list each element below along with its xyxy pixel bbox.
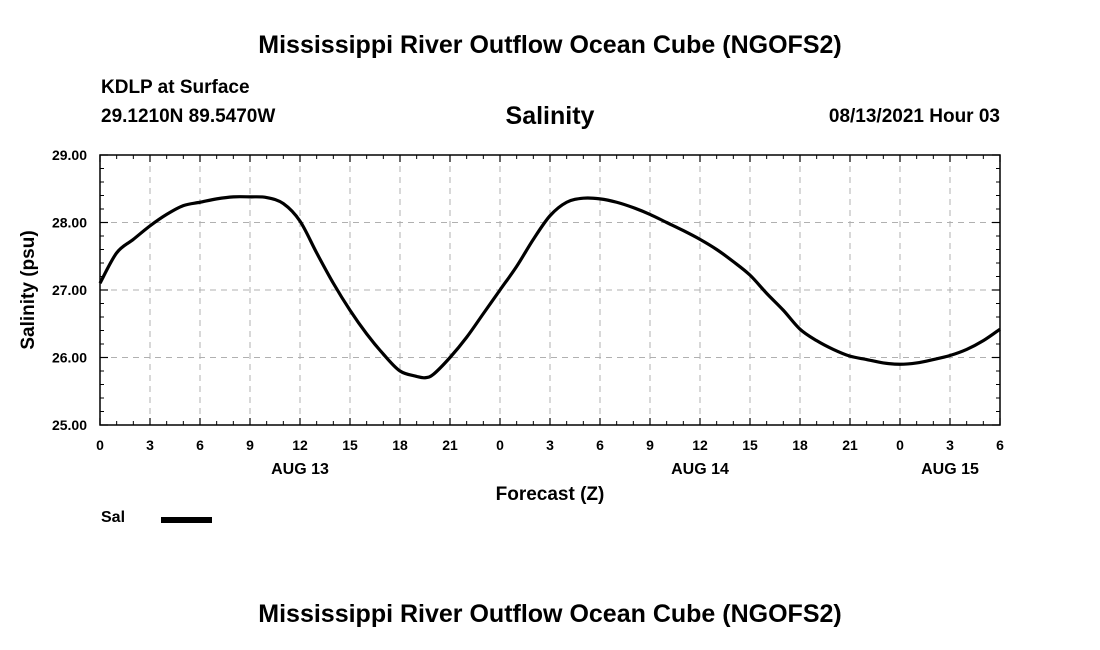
legend-swatch (161, 517, 212, 523)
forecast-datetime: 08/13/2021 Hour 03 (828, 106, 1000, 127)
x-tick-label: 15 (342, 437, 358, 453)
y-tick-label: 28.00 (52, 215, 87, 231)
x-tick-label: 18 (392, 437, 408, 453)
date-label: AUG 15 (921, 461, 979, 478)
x-tick-label: 3 (946, 437, 954, 453)
legend-label: Sal (101, 509, 126, 526)
salinity-series-line (98, 195, 1001, 380)
date-label: AUG 14 (671, 461, 729, 478)
y-tick-labels: 25.00 26.00 27.00 28.00 29.00 (52, 147, 87, 433)
date-labels: AUG 13 AUG 14 AUG 15 (271, 461, 979, 478)
x-tick-label: 21 (842, 437, 858, 453)
y-tick-label: 27.00 (52, 282, 87, 298)
x-tick-label: 6 (596, 437, 604, 453)
x-axis-label: Forecast (Z) (496, 484, 605, 505)
x-tick-label: 6 (196, 437, 204, 453)
date-label: AUG 13 (271, 461, 329, 478)
station-coords: 29.1210N 89.5470W (101, 106, 276, 127)
x-tick-label: 21 (442, 437, 458, 453)
x-tick-label: 12 (292, 437, 308, 453)
x-tick-label: 0 (896, 437, 904, 453)
chart-title-top: Mississippi River Outflow Ocean Cube (NG… (258, 31, 842, 59)
x-tick-label: 3 (146, 437, 154, 453)
y-axis-label: Salinity (psu) (18, 230, 39, 349)
x-tick-label: 6 (996, 437, 1004, 453)
y-tick-label: 26.00 (52, 350, 87, 366)
grid-lines (100, 155, 1000, 425)
x-tick-label: 0 (96, 437, 104, 453)
x-tick-label: 9 (646, 437, 654, 453)
chart-title-bottom: Mississippi River Outflow Ocean Cube (NG… (258, 600, 842, 628)
axis-ticks (99, 154, 1001, 426)
y-tick-label: 29.00 (52, 147, 87, 163)
x-tick-label: 3 (546, 437, 554, 453)
station-label: KDLP at Surface (101, 77, 250, 98)
x-tick-label: 12 (692, 437, 708, 453)
x-tick-label: 0 (496, 437, 504, 453)
x-tick-label: 9 (246, 437, 254, 453)
y-tick-label: 25.00 (52, 417, 87, 433)
variable-title: Salinity (505, 102, 595, 130)
x-tick-label: 18 (792, 437, 808, 453)
x-tick-labels: 0 3 6 9 12 15 18 21 0 3 6 9 12 15 18 21 0 3 6 (96, 437, 1004, 453)
x-tick-label: 15 (742, 437, 758, 453)
